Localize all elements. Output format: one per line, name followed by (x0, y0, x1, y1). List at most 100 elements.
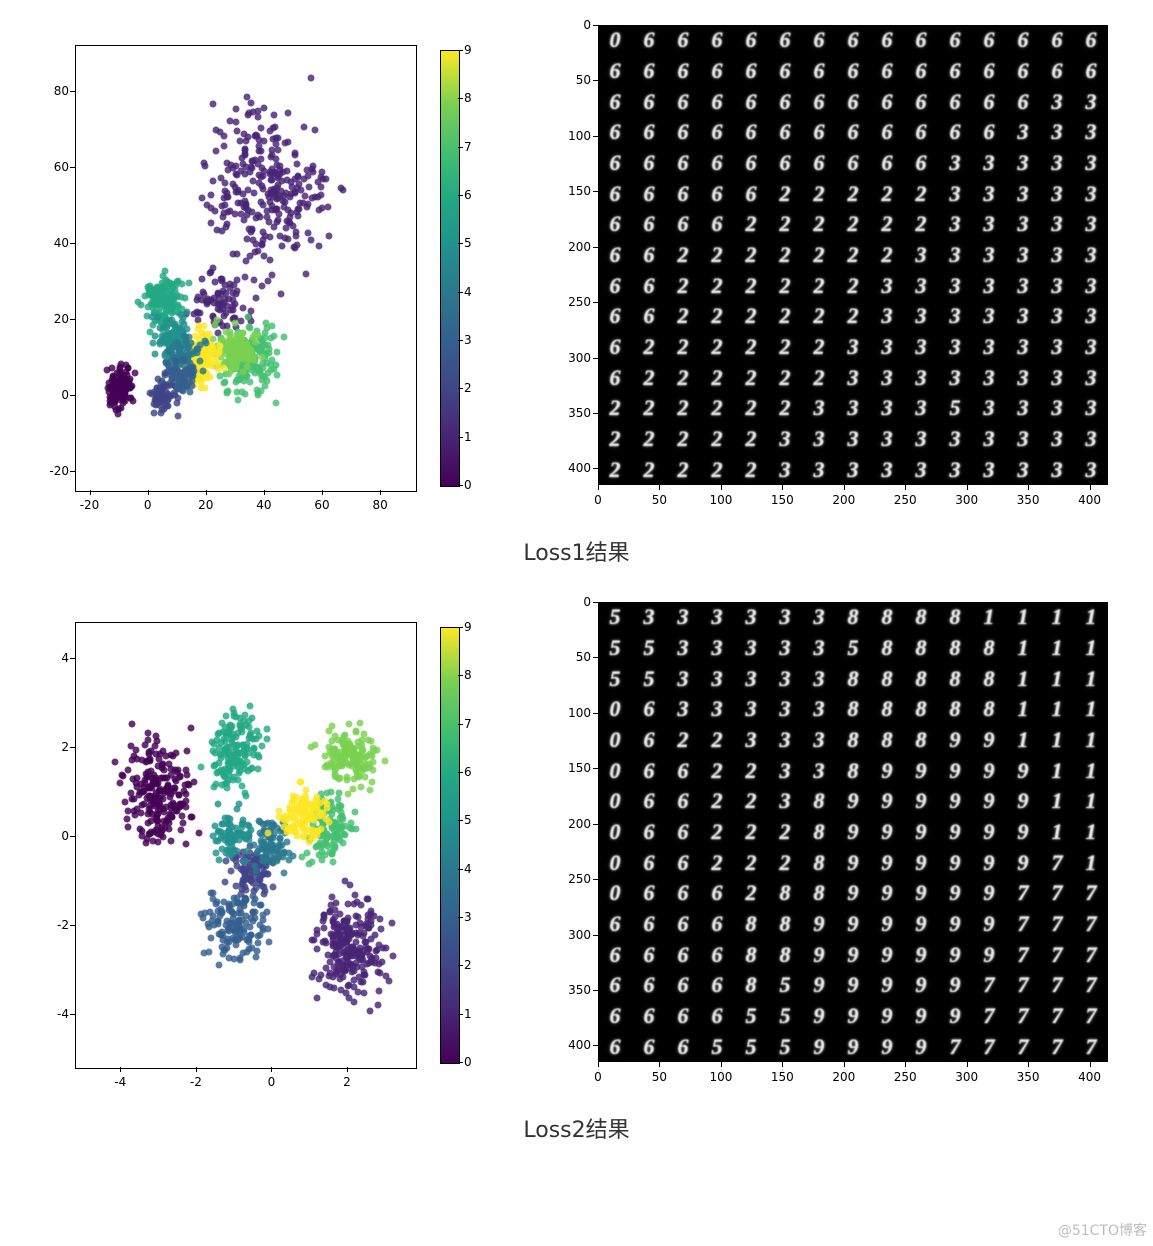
digit-cell: 3 (938, 270, 972, 301)
digit-cell: 2 (734, 817, 768, 848)
digit-cell: 6 (836, 25, 870, 56)
digit-cell: 3 (1040, 362, 1074, 393)
digit-cell: 2 (870, 209, 904, 240)
ytick-label: -2 (43, 918, 69, 932)
digit-cell: 9 (1006, 786, 1040, 817)
digit-cell: 2 (768, 362, 802, 393)
digit-cell: 6 (972, 86, 1006, 117)
digit-cell: 0 (598, 755, 632, 786)
digit-cell: 6 (836, 86, 870, 117)
digit-cell: 6 (598, 332, 632, 363)
digit-cell: 2 (734, 362, 768, 393)
digit-cell: 2 (598, 454, 632, 485)
xtick-label: 20 (198, 498, 213, 512)
colorbar (440, 50, 460, 487)
digit-cell: 8 (836, 755, 870, 786)
digit-cell: 1 (1040, 663, 1074, 694)
xtick-label: 350 (1017, 1070, 1040, 1084)
digit-cell: 6 (666, 148, 700, 179)
digit-cell: 3 (1006, 393, 1040, 424)
digit-cell: 6 (666, 178, 700, 209)
digit-cell: 3 (1006, 332, 1040, 363)
digit-cell: 3 (938, 148, 972, 179)
digit-cell: 7 (1006, 878, 1040, 909)
colorbar-tick: 1 (464, 1007, 472, 1021)
digit-cell: 1 (1074, 755, 1108, 786)
digit-cell: 2 (904, 178, 938, 209)
digit-cell: 2 (598, 393, 632, 424)
digit-cell: 3 (904, 240, 938, 271)
digit-cell: 2 (700, 755, 734, 786)
digit-cell: 3 (938, 240, 972, 271)
digit-cell: 6 (904, 56, 938, 87)
digit-cell: 8 (768, 909, 802, 940)
digit-cell: 6 (870, 148, 904, 179)
digit-cell: 5 (836, 633, 870, 664)
digit-cell: 6 (904, 25, 938, 56)
digit-cell: 3 (836, 393, 870, 424)
digit-cell: 6 (632, 817, 666, 848)
digit-cell: 6 (598, 301, 632, 332)
digit-cell: 6 (802, 56, 836, 87)
digit-cell: 3 (904, 424, 938, 455)
digit-cell: 3 (666, 663, 700, 694)
digit-cell: 6 (734, 86, 768, 117)
digit-cell: 6 (734, 56, 768, 87)
digit-cell: 2 (870, 178, 904, 209)
digit-cell: 2 (734, 301, 768, 332)
digit-cell: 9 (870, 1001, 904, 1032)
digit-cell: 6 (666, 970, 700, 1001)
digit-cell: 8 (734, 970, 768, 1001)
digit-cell: 3 (972, 209, 1006, 240)
digit-cell: 7 (1040, 939, 1074, 970)
digit-cell: 9 (972, 909, 1006, 940)
xtick-label: 250 (894, 493, 917, 507)
digit-cell: 1 (1006, 694, 1040, 725)
digit-cell: 5 (700, 1031, 734, 1062)
digit-cell: 6 (666, 56, 700, 87)
digit-cell: 6 (904, 148, 938, 179)
digit-cell: 9 (972, 786, 1006, 817)
digit-cell: 2 (836, 209, 870, 240)
digit-cell: 7 (1074, 939, 1108, 970)
digit-cell: 9 (938, 939, 972, 970)
digit-cell: 8 (938, 663, 972, 694)
digit-cell: 1 (1040, 694, 1074, 725)
digit-cell: 2 (836, 178, 870, 209)
digit-cell: 1 (1074, 602, 1108, 633)
digit-cell: 2 (734, 270, 768, 301)
digit-cell: 3 (1074, 117, 1108, 148)
digit-cell: 7 (972, 1031, 1006, 1062)
digit-cell: 9 (836, 939, 870, 970)
digit-cell: 3 (972, 178, 1006, 209)
digit-cell: 5 (768, 1001, 802, 1032)
digit-cell: 8 (836, 694, 870, 725)
digit-cell: 8 (904, 633, 938, 664)
digit-cell: 6 (632, 694, 666, 725)
digit-grid: 0666666666666666666666666666666666666666… (598, 25, 1108, 485)
digit-cell: 6 (802, 148, 836, 179)
digit-cell: 8 (904, 725, 938, 756)
digit-cell: 2 (802, 332, 836, 363)
digit-cell: 3 (870, 301, 904, 332)
digit-cell: 3 (870, 362, 904, 393)
digit-cell: 2 (768, 301, 802, 332)
digit-cell: 6 (768, 117, 802, 148)
digit-cell: 6 (700, 25, 734, 56)
digit-cell: 8 (972, 663, 1006, 694)
digit-cell: 2 (836, 240, 870, 271)
digit-cell: 3 (870, 393, 904, 424)
xtick-label: -2 (190, 1075, 202, 1089)
digit-cell: 9 (972, 878, 1006, 909)
digit-cell: 3 (904, 454, 938, 485)
digit-cell: 3 (972, 270, 1006, 301)
digit-cell: 7 (972, 1001, 1006, 1032)
digit-cell: 6 (700, 148, 734, 179)
digit-cell: 8 (870, 602, 904, 633)
digit-cell: 1 (1006, 663, 1040, 694)
digit-cell: 0 (598, 725, 632, 756)
ytick-label: 40 (43, 236, 69, 250)
digit-cell: 2 (768, 817, 802, 848)
digit-cell: 6 (870, 56, 904, 87)
digit-cell: 2 (700, 424, 734, 455)
